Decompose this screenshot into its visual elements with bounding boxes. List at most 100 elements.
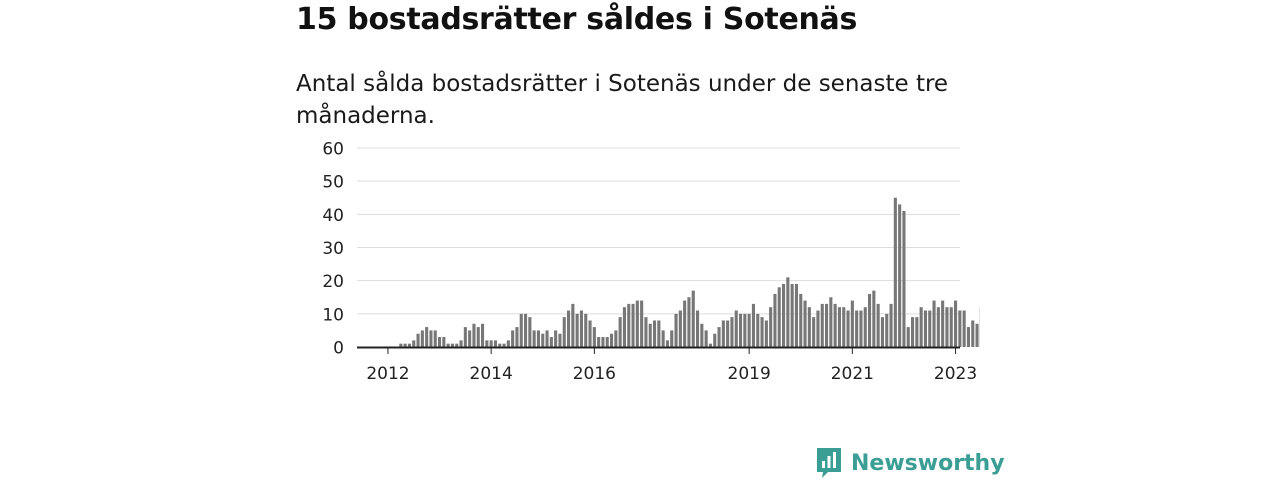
bar xyxy=(872,290,876,347)
bar xyxy=(717,327,721,347)
bar xyxy=(696,310,700,347)
bar xyxy=(958,310,962,347)
bar xyxy=(433,330,437,347)
bar xyxy=(911,317,915,347)
bar xyxy=(622,307,626,347)
bar xyxy=(743,313,747,347)
bar xyxy=(575,313,579,347)
bar xyxy=(567,310,571,347)
x-tick-label: 2016 xyxy=(573,364,616,384)
bar xyxy=(618,317,622,347)
bar xyxy=(915,317,919,347)
bar xyxy=(850,300,854,347)
x-tick-label: 2012 xyxy=(366,364,409,384)
y-tick-label: 60 xyxy=(322,140,344,160)
bar xyxy=(610,333,614,347)
bar xyxy=(730,317,734,347)
bar xyxy=(825,303,829,347)
bar xyxy=(588,320,592,347)
bar xyxy=(476,327,480,347)
x-tick-label: 2021 xyxy=(831,364,874,384)
bar xyxy=(855,310,859,347)
bar xyxy=(713,333,717,347)
bar xyxy=(751,303,755,347)
x-tick-label: 2023 xyxy=(934,364,977,384)
bar xyxy=(657,320,661,347)
bar xyxy=(416,333,420,347)
bar xyxy=(562,317,566,347)
bar xyxy=(429,330,433,347)
bar xyxy=(481,323,485,347)
bar xyxy=(842,307,846,347)
bar xyxy=(407,343,411,347)
bar xyxy=(902,211,906,347)
bar xyxy=(880,317,884,347)
bar xyxy=(549,337,553,347)
bar xyxy=(906,327,910,347)
bars xyxy=(399,197,980,347)
bar xyxy=(773,293,777,347)
bar xyxy=(885,313,889,347)
bar xyxy=(640,300,644,347)
bar xyxy=(511,330,515,347)
bar xyxy=(584,313,588,347)
chart-subtitle: Antal sålda bostadsrätter i Sotenäs unde… xyxy=(296,71,949,129)
bar xyxy=(889,303,893,347)
bar xyxy=(687,297,691,347)
bar xyxy=(747,313,751,347)
bar xyxy=(945,307,949,347)
bar xyxy=(468,330,472,347)
bar xyxy=(524,313,528,347)
bar xyxy=(579,310,583,347)
bar xyxy=(928,310,932,347)
bar xyxy=(653,320,657,347)
chart-title: 15 bostadsrätter såldes i Sotenäs xyxy=(296,2,858,37)
bar xyxy=(665,340,669,347)
bar xyxy=(597,337,601,347)
bar xyxy=(425,327,429,347)
bar xyxy=(399,343,403,347)
bar xyxy=(954,300,958,347)
bar xyxy=(876,303,880,347)
bar xyxy=(708,343,712,347)
bar xyxy=(932,300,936,347)
bar xyxy=(700,323,704,347)
bar xyxy=(506,340,510,347)
bar xyxy=(829,297,833,347)
bar xyxy=(515,327,519,347)
bar xyxy=(734,310,738,347)
bar xyxy=(446,343,450,347)
bar xyxy=(627,303,631,347)
bar xyxy=(605,337,609,347)
bar-chart: 0 10 20 30 40 50 60 2012 2014 2016 2019 2021 2023 20… xyxy=(322,140,980,384)
bar xyxy=(614,330,618,347)
bar xyxy=(971,320,975,347)
bar xyxy=(949,307,953,347)
bar xyxy=(756,313,760,347)
bar xyxy=(833,303,837,347)
bar xyxy=(803,300,807,347)
bar xyxy=(704,330,708,347)
bar xyxy=(442,337,446,347)
bar xyxy=(648,323,652,347)
bar xyxy=(601,337,605,347)
bar xyxy=(554,330,558,347)
bar xyxy=(820,303,824,347)
newsworthy-logo-icon xyxy=(817,448,841,478)
bar xyxy=(450,343,454,347)
bar xyxy=(794,283,798,347)
bar xyxy=(571,303,575,347)
y-axis-ticks: 0 10 20 30 40 50 60 xyxy=(322,140,344,359)
bar xyxy=(661,330,665,347)
bar xyxy=(790,283,794,347)
bar xyxy=(541,333,545,347)
bar xyxy=(859,310,863,347)
bar xyxy=(592,327,596,347)
bar xyxy=(966,327,970,347)
bar xyxy=(816,310,820,347)
bar xyxy=(558,333,562,347)
bar xyxy=(472,323,476,347)
bar xyxy=(764,320,768,347)
brand-logo: Newsworthy xyxy=(815,446,1005,480)
bar xyxy=(739,313,743,347)
